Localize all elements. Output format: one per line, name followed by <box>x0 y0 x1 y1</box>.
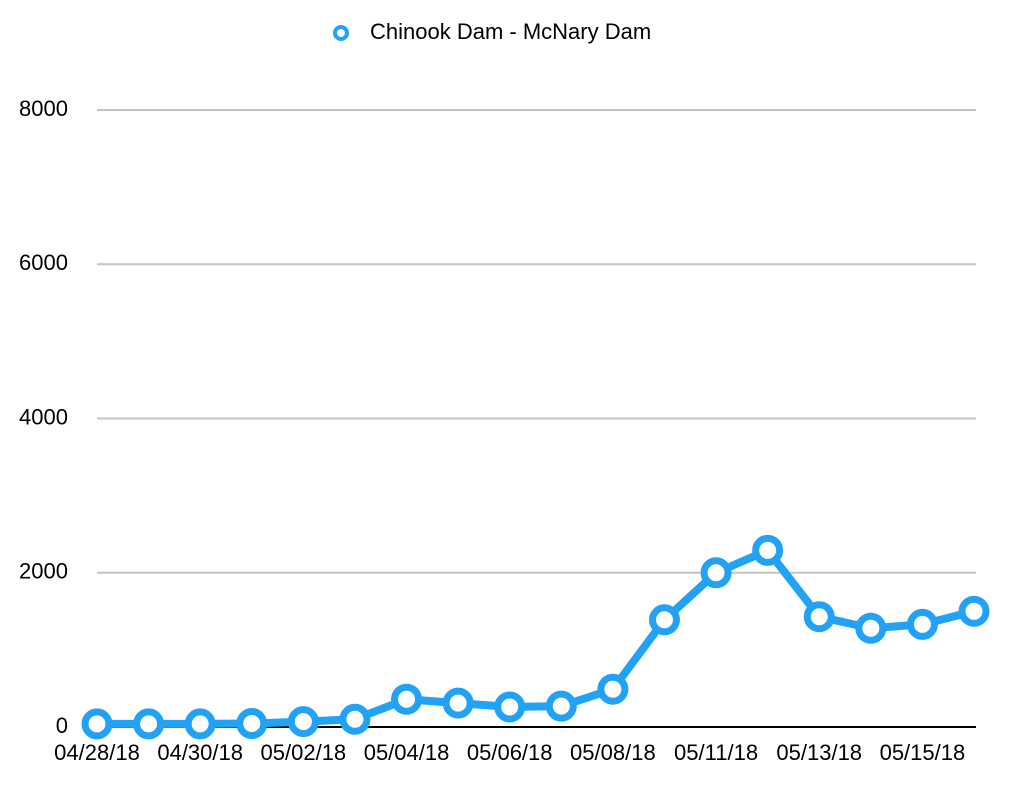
y-tick-label: 0 <box>56 713 68 738</box>
data-point <box>906 608 938 640</box>
data-point <box>752 534 784 566</box>
legend-item: Chinook Dam - McNary Dam <box>333 19 651 44</box>
y-tick-label: 8000 <box>19 96 68 121</box>
data-point <box>855 612 887 644</box>
data-point <box>81 708 113 740</box>
x-tick-label: 05/11/18 <box>674 740 758 765</box>
y-tick-label: 4000 <box>19 404 68 429</box>
x-tick-label: 05/08/18 <box>570 740 656 765</box>
data-point <box>597 673 629 705</box>
data-point <box>442 687 474 719</box>
data-point <box>803 601 835 633</box>
data-point <box>236 708 268 740</box>
x-tick-label: 05/15/18 <box>880 740 966 765</box>
data-point <box>700 557 732 589</box>
data-point <box>494 691 526 723</box>
data-point <box>133 708 165 740</box>
y-tick-label: 6000 <box>19 250 68 275</box>
data-point <box>958 595 990 627</box>
x-tick-label: 04/30/18 <box>157 740 243 765</box>
series-line <box>97 546 975 728</box>
legend-label: Chinook Dam - McNary Dam <box>370 19 651 44</box>
x-tick-label: 04/28/18 <box>54 740 140 765</box>
data-point <box>648 604 680 636</box>
data-point <box>545 690 577 722</box>
legend-marker <box>333 25 349 41</box>
data-point <box>287 706 319 738</box>
y-tick-label: 2000 <box>19 559 68 584</box>
x-tick-label: 05/13/18 <box>776 740 862 765</box>
x-tick-label: 05/04/18 <box>364 740 450 765</box>
data-point <box>184 708 216 740</box>
data-point <box>391 683 423 715</box>
x-tick-label: 05/02/18 <box>261 740 347 765</box>
data-point <box>339 703 371 735</box>
x-tick-label: 05/06/18 <box>467 740 553 765</box>
